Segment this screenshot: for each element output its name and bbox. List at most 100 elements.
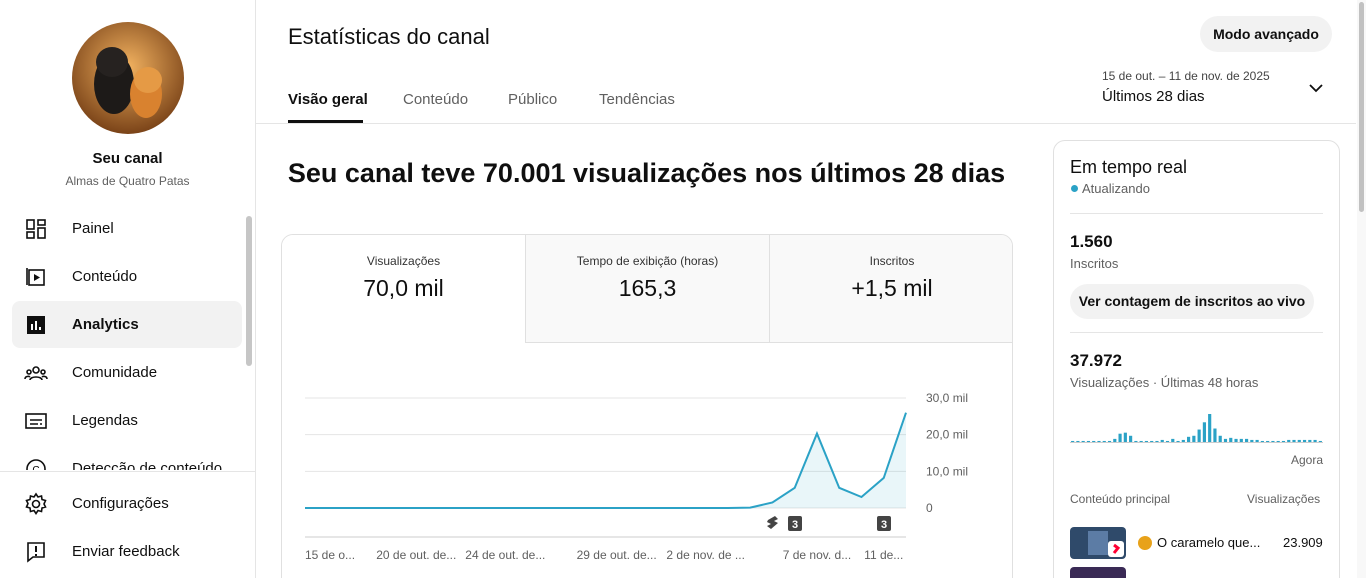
- bar: [1208, 414, 1212, 442]
- x-tick-label: 7 de nov. d...: [783, 548, 852, 562]
- bar: [1107, 440, 1112, 442]
- bar: [1102, 440, 1106, 442]
- bar: [1234, 438, 1238, 442]
- channel-avatar[interactable]: [72, 22, 184, 134]
- nav-item[interactable]: Configurações: [12, 480, 242, 527]
- annotation-badge[interactable]: [788, 516, 802, 531]
- bar: [1139, 440, 1143, 442]
- bar: [1318, 440, 1322, 442]
- period-select[interactable]: Últimos 28 dias: [1102, 88, 1205, 105]
- page-scrollbar-thumb[interactable]: [1359, 2, 1364, 212]
- nav-label: Painel: [72, 220, 114, 237]
- bar: [1223, 438, 1228, 442]
- sidebar: Seu canal Almas de Quatro Patas Painel C…: [0, 0, 256, 578]
- bar: [1276, 440, 1280, 442]
- area: [305, 412, 906, 508]
- metric-tab[interactable]: Visualizações 70,0 mil: [282, 235, 525, 343]
- bar: [1160, 439, 1164, 442]
- bar: [1187, 436, 1191, 442]
- bar: [1071, 440, 1075, 442]
- headline: Seu canal teve 70.001 visualizações nos …: [287, 158, 1006, 188]
- now-label: Agora: [1291, 453, 1324, 467]
- nav-item[interactable]: C Detecção de conteúdo: [12, 445, 242, 470]
- nav-label: Conteúdo: [72, 268, 138, 285]
- tab[interactable]: Tendências: [599, 91, 675, 108]
- metric-label: Tempo de exibição (horas): [576, 254, 719, 268]
- bar: [1244, 438, 1249, 442]
- nav-item[interactable]: Painel: [12, 205, 242, 252]
- nav-item[interactable]: Legendas: [12, 397, 242, 444]
- bar: [1165, 440, 1170, 442]
- realtime-status: Atualizando: [1082, 181, 1150, 196]
- page-scrollbar-track: [1357, 0, 1366, 578]
- bar: [1308, 439, 1312, 442]
- nav-item[interactable]: Enviar feedback: [12, 528, 242, 575]
- y-tick-label: 30,0 mil: [926, 391, 968, 405]
- bar: [1271, 440, 1275, 442]
- bar: [1134, 440, 1138, 442]
- realtime-card: [1053, 140, 1340, 578]
- bar: [1092, 440, 1096, 442]
- bar: [1266, 440, 1270, 442]
- nav-label: Configurações: [72, 495, 169, 512]
- live-count-button[interactable]: Ver contagem de inscritos ao vivo: [1070, 284, 1314, 319]
- x-tick-label: 29 de out. de...: [577, 548, 657, 562]
- divider: [0, 471, 255, 472]
- svg-text:C: C: [32, 465, 39, 470]
- advanced-mode-button[interactable]: Modo avançado: [1200, 16, 1332, 52]
- date-range: 15 de out. – 11 de nov. de 2025: [1102, 69, 1270, 83]
- metric-label: Visualizações: [366, 254, 441, 268]
- nav-label: Enviar feedback: [72, 543, 180, 560]
- subscriber-count: 1.560: [1070, 232, 1113, 251]
- bar: [1292, 439, 1296, 442]
- nav-label: Comunidade: [72, 364, 158, 381]
- video-thumbnail[interactable]: [1070, 567, 1126, 578]
- bar: [1313, 439, 1317, 442]
- bar: [1255, 439, 1259, 442]
- x-tick-label: 20 de out. de...: [376, 548, 456, 562]
- annotation-badge[interactable]: [877, 516, 891, 531]
- channel-name: Almas de Quatro Patas: [65, 174, 190, 188]
- header-divider: [256, 123, 1356, 124]
- top-content-label: Conteúdo principal: [1070, 492, 1171, 506]
- bar: [1302, 439, 1307, 442]
- status-dot: [1071, 185, 1078, 192]
- tab[interactable]: Visão geral: [288, 91, 368, 108]
- nav-label: Detecção de conteúdo: [72, 460, 223, 470]
- nav-label: Analytics: [72, 316, 139, 333]
- realtime-title: Em tempo real: [1070, 157, 1188, 177]
- bar: [1129, 435, 1133, 442]
- metric-label: Inscritos: [869, 254, 915, 268]
- channel-title: Seu canal: [92, 150, 163, 167]
- views-label: Visualizações · Últimas 48 horas: [1070, 375, 1259, 390]
- views-count: 37.972: [1070, 351, 1122, 370]
- page-title: Estatísticas do canal: [288, 24, 490, 49]
- video-thumbnail[interactable]: [1070, 527, 1126, 559]
- bar: [1218, 435, 1222, 442]
- nav-item[interactable]: Conteúdo: [12, 253, 242, 300]
- bar: [1229, 437, 1233, 442]
- bar: [1213, 428, 1217, 442]
- metric-value: 70,0 mil: [363, 275, 444, 301]
- sidebar-scrollbar[interactable]: [246, 216, 252, 366]
- emoji-icon: [1138, 536, 1152, 550]
- bar: [1113, 438, 1117, 442]
- dropdown-chevron[interactable]: [1306, 78, 1326, 98]
- y-tick-label: 0: [926, 501, 933, 515]
- tab[interactable]: Conteúdo: [403, 91, 469, 108]
- nav-item[interactable]: Comunidade: [12, 349, 242, 396]
- bar: [1123, 432, 1127, 442]
- video-title[interactable]: O caramelo que...: [1157, 535, 1261, 550]
- tab[interactable]: Público: [508, 91, 558, 108]
- metric-tab[interactable]: Tempo de exibição (horas) 165,3: [525, 235, 769, 343]
- bar: [1297, 439, 1301, 442]
- nav-item[interactable]: Analytics: [12, 301, 242, 348]
- annotation-label: 3: [881, 519, 887, 531]
- divider: [1070, 213, 1323, 214]
- bar: [1155, 440, 1159, 442]
- tab-indicator: [288, 120, 363, 123]
- bar: [1097, 440, 1101, 442]
- metric-value: +1,5 mil: [851, 275, 933, 301]
- metric-tab[interactable]: Inscritos +1,5 mil: [769, 235, 1012, 343]
- bar: [1171, 438, 1175, 442]
